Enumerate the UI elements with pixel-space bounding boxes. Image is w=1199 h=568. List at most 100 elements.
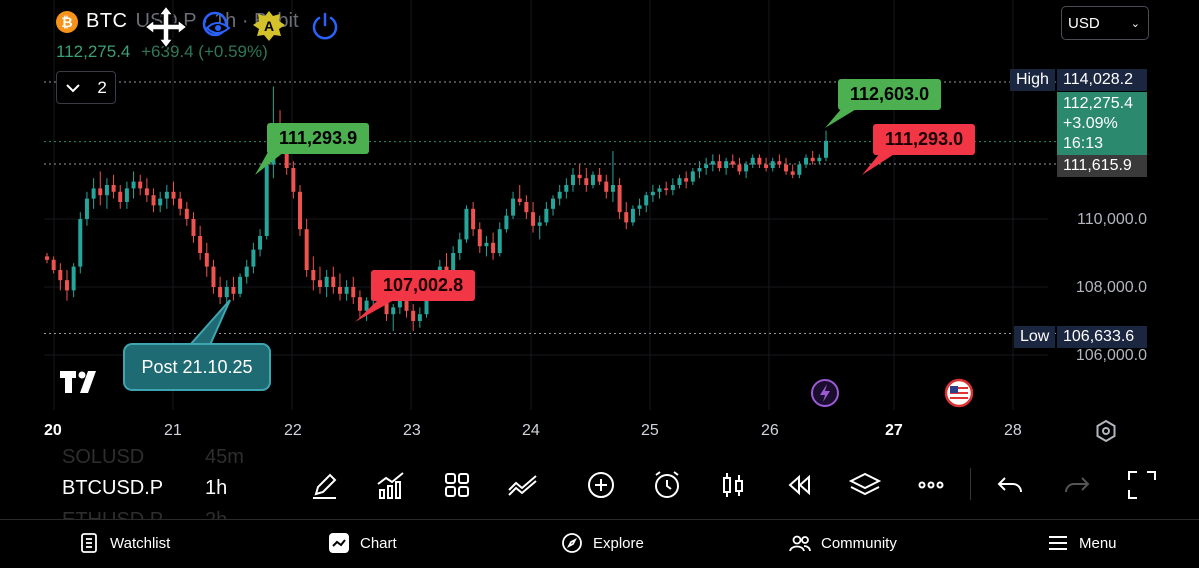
candle-up (158, 198, 163, 206)
candle-up (630, 208, 635, 223)
nav-explore-label: Explore (593, 534, 644, 552)
nav-chart[interactable]: Chart (328, 532, 397, 554)
candle-up (238, 276, 243, 294)
bubble-pointer-112603-0 (825, 108, 858, 128)
more-icon[interactable] (914, 468, 948, 502)
candle-down (491, 242, 496, 253)
alert-badge-icon[interactable]: A (252, 10, 286, 42)
fullscreen-icon[interactable] (1125, 468, 1159, 502)
price-tick-108000: 108,000.0 (1075, 279, 1147, 296)
candles-icon[interactable] (716, 468, 750, 502)
candle-down (617, 185, 622, 213)
candle-down (597, 174, 602, 182)
hamburger-menu-icon (1049, 536, 1067, 550)
alarm-icon[interactable] (650, 468, 684, 502)
post-note-bubble[interactable]: Post 21.10.25 (123, 343, 271, 391)
currency-select[interactable]: USD ⌄ (1061, 6, 1149, 40)
lightning-event-icon[interactable] (810, 378, 840, 408)
candle-up (750, 157, 755, 165)
candle-down (737, 164, 742, 172)
price-label-112603-0[interactable]: 112,603.0 (838, 79, 942, 110)
candle-up (344, 287, 349, 294)
candle-down (351, 287, 356, 298)
candle-up (804, 157, 809, 165)
power-icon[interactable] (309, 10, 341, 42)
toolbar-divider (970, 468, 971, 500)
candle-up (131, 181, 136, 189)
nav-menu[interactable]: Menu (1047, 532, 1117, 554)
price-label-111293-9[interactable]: 111,293.9 (267, 123, 370, 154)
us-flag-event-icon[interactable] (944, 378, 974, 408)
price-label-107002-8[interactable]: 107,002.8 (371, 270, 476, 301)
candle-up (710, 161, 715, 165)
current-price-box: 112,275.4 +3.09% 16:13 (1057, 92, 1147, 155)
candle-up (770, 161, 775, 168)
indicators-icon[interactable] (374, 468, 408, 502)
bubble-pointer-107002-8 (355, 300, 394, 322)
candle-up (484, 242, 489, 247)
date-tick-23: 23 (403, 422, 421, 439)
watchlist-row-prev[interactable]: SOLUSD 45m (62, 446, 244, 469)
candle-up (464, 208, 469, 240)
candle-down (604, 181, 609, 192)
chart-icon (329, 533, 349, 553)
drawing-tools-icon[interactable] (506, 468, 540, 502)
candle-up (258, 236, 263, 250)
candle-down (144, 188, 149, 196)
candle-up (644, 195, 649, 206)
candle-up (264, 164, 269, 236)
bar-countdown: 16:13 (1063, 135, 1104, 152)
candle-down (477, 229, 482, 247)
symbol-name: BTC (86, 10, 128, 32)
candle-up (84, 198, 89, 219)
candle-up (71, 266, 76, 291)
candle-down (138, 181, 143, 189)
candle-down (517, 198, 522, 202)
nav-community[interactable]: Community (789, 532, 897, 554)
chart-settings-icon[interactable] (1094, 419, 1118, 443)
nav-watchlist[interactable]: Watchlist (78, 532, 170, 554)
candle-down (218, 287, 223, 298)
alert-badge-letter: A (264, 18, 274, 34)
candle-down (151, 195, 156, 206)
date-tick-22: 22 (284, 422, 302, 439)
candle-down (524, 202, 529, 213)
candle-up (704, 164, 709, 168)
nav-explore[interactable]: Explore (561, 532, 644, 554)
visibility-icon[interactable] (201, 10, 233, 42)
current-change-pct: +3.09% (1063, 115, 1118, 132)
date-tick-25: 25 (641, 422, 659, 439)
price-tick-106000: 106,000.0 (1075, 347, 1147, 364)
candle-down (64, 280, 69, 291)
candle-down (790, 171, 795, 175)
candle-down (357, 297, 362, 311)
candle-up (78, 219, 83, 267)
candle-down (337, 287, 342, 294)
replay-icon[interactable] (782, 468, 816, 502)
legend-toggle-button[interactable]: 2 (56, 71, 116, 104)
candle-up (391, 307, 396, 315)
candle-down (764, 164, 769, 168)
watchlist-row-active[interactable]: BTCUSD.P 1h (62, 477, 227, 500)
candle-down (317, 280, 322, 287)
candle-down (198, 236, 203, 253)
price-label-111293-0[interactable]: 111,293.0 (873, 124, 976, 155)
candle-up (590, 174, 595, 185)
bitcoin-icon: ₿ (56, 10, 78, 33)
grid-icon[interactable] (440, 468, 474, 502)
candle-down (577, 174, 582, 179)
redo-icon[interactable] (1060, 468, 1094, 502)
move-icon[interactable] (143, 4, 189, 50)
undo-icon[interactable] (993, 468, 1027, 502)
header-price-line: 112,275.4 +639.4 (+0.59%) (56, 42, 268, 62)
pencil-icon[interactable] (308, 468, 342, 502)
layers-icon[interactable] (848, 468, 882, 502)
candle-down (58, 270, 63, 281)
candle-up (744, 164, 749, 172)
add-icon[interactable] (584, 468, 618, 502)
current-price: 112,275.4 (1063, 95, 1133, 112)
community-icon (789, 535, 811, 552)
candle-down (311, 270, 316, 281)
nav-menu-label: Menu (1079, 534, 1117, 552)
date-tick-20: 20 (44, 422, 62, 439)
